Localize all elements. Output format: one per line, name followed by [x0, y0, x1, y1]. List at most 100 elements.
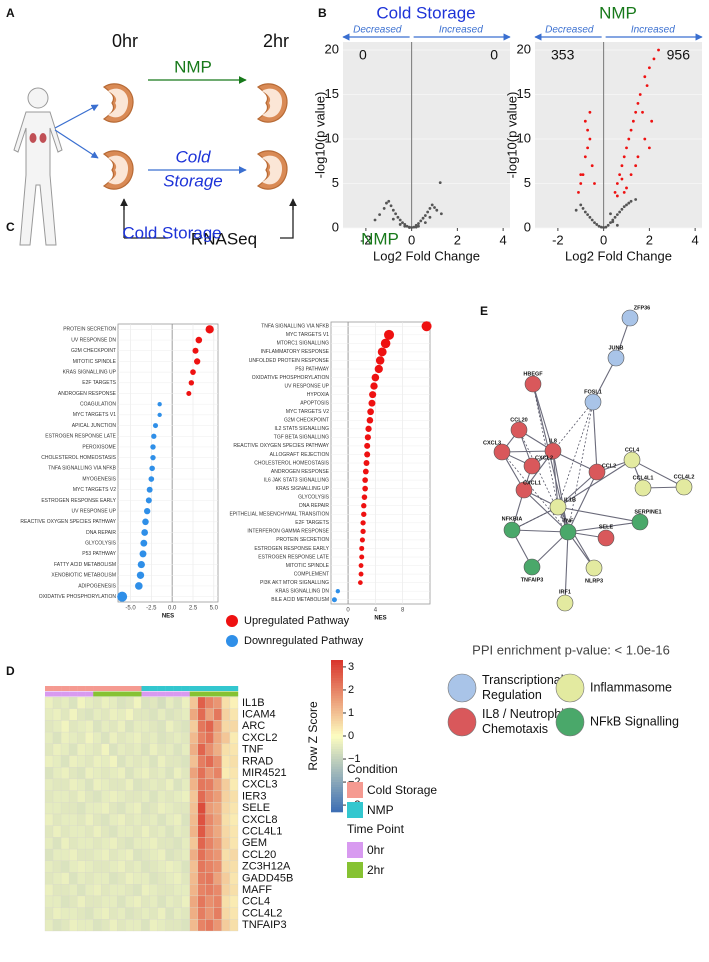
- heat-cell: [197, 790, 206, 803]
- condition-annotation: [221, 686, 231, 691]
- heat-cell: [68, 884, 78, 897]
- heat-cell: [205, 778, 215, 791]
- dot: [377, 347, 387, 357]
- x-tick-label: -5.0: [125, 606, 136, 612]
- heat-cell: [85, 743, 94, 756]
- point: [622, 191, 626, 194]
- heat-cell: [221, 872, 231, 885]
- condition-annotation: [77, 686, 86, 691]
- heat-cell: [141, 802, 150, 815]
- point: [588, 215, 592, 219]
- heat-cell: [205, 720, 215, 733]
- heat-cell: [44, 731, 54, 744]
- condition-annotation: [45, 686, 54, 691]
- x-tick-label: 0: [346, 608, 350, 614]
- heat-cell: [77, 837, 86, 850]
- network-node: [623, 451, 641, 469]
- colorbar-segment: [331, 677, 343, 681]
- heat-cell: [93, 907, 102, 920]
- heat-cell: [109, 825, 118, 838]
- category-label: OXIDATIVE PHOSPHORYLATION: [252, 375, 330, 381]
- dot: [362, 477, 368, 483]
- heat-cell: [221, 790, 231, 803]
- dot: [359, 537, 365, 543]
- heat-cell: [109, 895, 118, 908]
- y-tick-label: 20: [517, 41, 531, 56]
- heat-cell: [68, 708, 78, 721]
- category-label: CHOLESTEROL HOMEOSTASIS: [41, 455, 116, 461]
- point: [423, 214, 427, 217]
- heat-cell: [229, 755, 239, 768]
- heat-cell: [133, 872, 142, 885]
- point: [410, 226, 414, 229]
- condition-annotation: [125, 686, 134, 691]
- time-annotation: [149, 691, 158, 697]
- heat-cell: [52, 767, 62, 780]
- point: [588, 137, 592, 141]
- arrow: [54, 129, 99, 159]
- colorbar-segment: [331, 748, 343, 752]
- network-edge: [511, 529, 569, 533]
- heat-cell: [133, 895, 142, 908]
- y-tick-label: 0: [332, 219, 339, 234]
- plot-frame: [117, 323, 219, 603]
- dot: [157, 412, 162, 418]
- heat-cell: [197, 755, 206, 768]
- heat-cell: [157, 884, 166, 897]
- heat-cell: [101, 720, 110, 733]
- time-annotation: [117, 691, 126, 697]
- heat-cell: [157, 767, 166, 780]
- heat-cell: [157, 778, 166, 791]
- heat-cell: [85, 895, 94, 908]
- heat-cell: [101, 767, 110, 780]
- heat-cell: [77, 720, 86, 733]
- heat-cell: [149, 895, 158, 908]
- node-label: TNF: [563, 518, 574, 524]
- heat-cell: [149, 720, 158, 733]
- heat-cell: [44, 743, 54, 756]
- category-label: MYC TARGETS V2: [286, 409, 329, 415]
- heat-cell: [60, 825, 70, 838]
- heat-cell: [157, 755, 166, 768]
- heat-cell: [117, 802, 126, 815]
- dot: [186, 391, 192, 396]
- heat-cell: [165, 755, 174, 768]
- heat-cell: [149, 907, 158, 920]
- heat-cell: [189, 778, 198, 791]
- heat-cell: [52, 755, 62, 768]
- dot: [136, 571, 145, 579]
- dot: [362, 468, 369, 475]
- plot-background: [343, 42, 510, 228]
- heat-cell: [173, 743, 182, 756]
- category-label: G2M CHECKPOINT: [71, 348, 116, 354]
- dot: [380, 338, 391, 349]
- heat-cell: [141, 813, 150, 826]
- colorbar-segment: [331, 791, 343, 795]
- dot: [366, 416, 374, 424]
- time-annotation: [221, 691, 231, 697]
- heat-cell: [52, 825, 62, 838]
- heat-cell: [125, 848, 134, 861]
- heat-cell: [141, 696, 150, 709]
- dot: [358, 563, 364, 568]
- dot: [375, 356, 385, 365]
- heat-cell: [93, 872, 102, 885]
- heat-cell: [181, 767, 190, 780]
- heat-cell: [189, 802, 198, 815]
- heat-cell: [149, 813, 158, 826]
- heat-cell: [68, 767, 78, 780]
- heat-cell: [109, 778, 118, 791]
- heat-cell: [189, 731, 198, 744]
- heat-cell: [125, 767, 134, 780]
- category-label: REACTIVE OXYGEN SPECIES PATHWAY: [20, 519, 116, 525]
- heat-cell: [213, 696, 223, 709]
- point: [435, 208, 439, 212]
- dot: [368, 399, 376, 407]
- heat-cell: [205, 825, 215, 838]
- colorbar-segment: [331, 774, 343, 777]
- network-edge: [523, 489, 569, 533]
- heat-cell: [181, 743, 190, 756]
- x-tick-label: -2: [552, 232, 564, 247]
- network-node: [588, 463, 606, 481]
- heat-cell: [141, 884, 150, 897]
